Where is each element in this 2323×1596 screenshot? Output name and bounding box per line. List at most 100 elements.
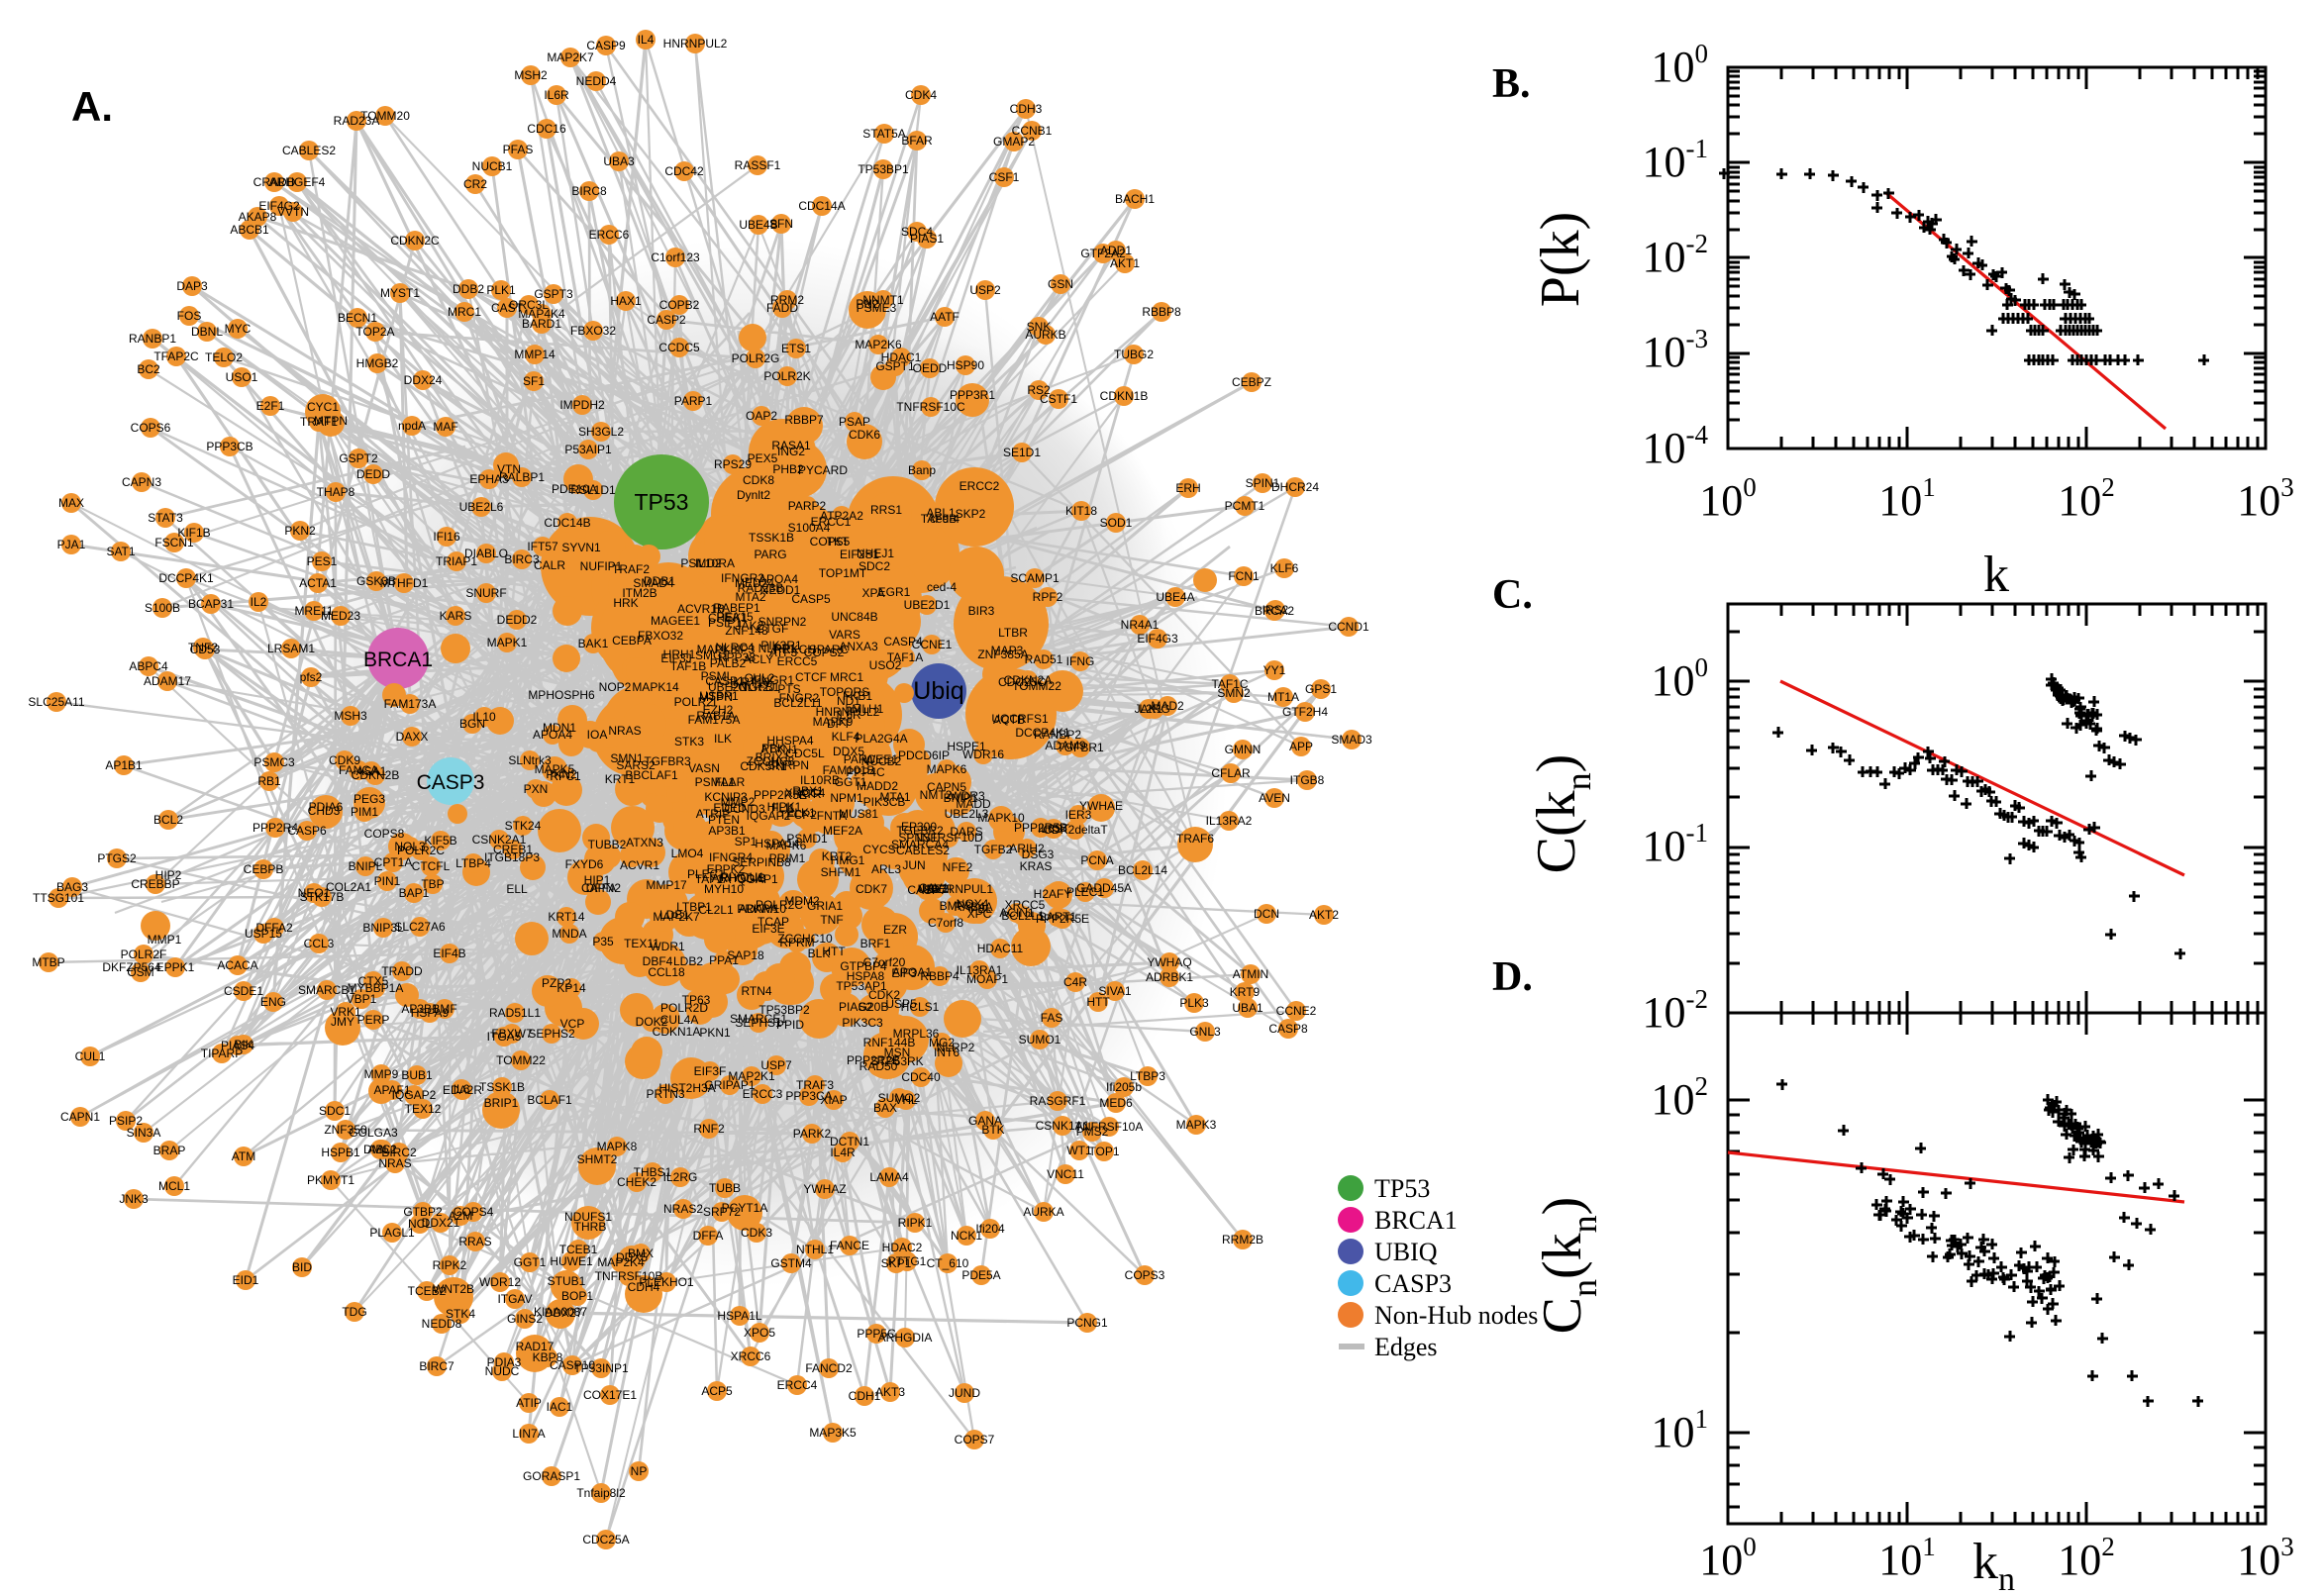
svg-text:BIRC2: BIRC2 (381, 1146, 417, 1159)
svg-text:HMGB2: HMGB2 (356, 356, 399, 370)
svg-text:KRT2: KRT2 (822, 849, 853, 863)
svg-text:EPPK2: EPPK2 (707, 862, 746, 876)
svg-text:NUDC: NUDC (485, 1364, 520, 1378)
svg-text:STAT3: STAT3 (148, 511, 183, 525)
svg-text:VVTN: VVTN (277, 205, 309, 219)
svg-text:NCK1: NCK1 (951, 1229, 982, 1243)
svg-text:DCN: DCN (1254, 907, 1279, 921)
svg-text:TGFBR3: TGFBR3 (644, 754, 691, 768)
svg-text:SE1D1: SE1D1 (1003, 446, 1041, 459)
svg-text:PPP2R5E: PPP2R5E (754, 788, 807, 802)
svg-text:EGR1: EGR1 (878, 585, 911, 599)
svg-text:HIP1: HIP1 (584, 873, 611, 887)
svg-text:DCTN1: DCTN1 (830, 1135, 869, 1148)
svg-text:NNMT1: NNMT1 (862, 293, 904, 307)
svg-text:FADD: FADD (766, 301, 798, 315)
svg-text:NUCB1: NUCB1 (472, 159, 513, 173)
svg-text:CASP10: CASP10 (550, 1358, 595, 1372)
svg-text:TFAP2C: TFAP2C (153, 349, 199, 363)
svg-text:DDX21: DDX21 (422, 1216, 460, 1230)
svg-text:PPP2R5E: PPP2R5E (1036, 912, 1089, 926)
svg-text:GRIPAP1: GRIPAP1 (704, 1078, 755, 1092)
svg-text:P35: P35 (592, 935, 614, 948)
svg-text:SAT1: SAT1 (106, 545, 135, 558)
svg-text:TCEB1: TCEB1 (559, 1243, 598, 1256)
svg-text:XRCC5: XRCC5 (1005, 898, 1046, 912)
svg-text:MMP17: MMP17 (646, 878, 687, 892)
svg-text:IL4: IL4 (638, 33, 655, 47)
svg-text:DBF4: DBF4 (643, 954, 673, 968)
svg-text:BACH1: BACH1 (1115, 192, 1155, 206)
svg-text:KLF4: KLF4 (832, 730, 860, 744)
svg-text:COPS5: COPS5 (810, 535, 851, 549)
svg-text:SDC1: SDC1 (319, 1104, 351, 1118)
svg-text:DEDD: DEDD (356, 467, 390, 481)
svg-text:CDC42: CDC42 (664, 164, 704, 178)
svg-text:PDE10A: PDE10A (552, 482, 597, 496)
svg-text:BRF1: BRF1 (860, 937, 891, 950)
svg-text:MAF: MAF (433, 420, 457, 434)
svg-text:UBE4A: UBE4A (1156, 590, 1194, 604)
svg-text:KRT10: KRT10 (733, 675, 769, 689)
svg-text:AP3B1: AP3B1 (401, 1002, 439, 1016)
svg-text:SKP2: SKP2 (956, 507, 986, 521)
svg-text:CL2L1: CL2L1 (698, 903, 734, 917)
svg-text:CCDC5: CCDC5 (658, 341, 700, 354)
svg-text:GNL3: GNL3 (1189, 1025, 1221, 1039)
svg-text:TNF2: TNF2 (188, 641, 218, 654)
svg-text:Ifi205b: Ifi205b (1106, 1080, 1142, 1094)
svg-text:KP14: KP14 (556, 981, 586, 995)
svg-text:MAP2K4: MAP2K4 (597, 1255, 645, 1269)
svg-text:MCL1: MCL1 (158, 1179, 190, 1193)
svg-text:FBXO32: FBXO32 (638, 629, 683, 643)
svg-text:PTS: PTS (777, 682, 800, 696)
svg-text:SKP1: SKP1 (881, 1256, 912, 1270)
svg-text:USO1: USO1 (226, 370, 258, 384)
svg-text:AKT3: AKT3 (875, 1385, 905, 1399)
svg-text:PDE5A: PDE5A (961, 1268, 1000, 1282)
svg-text:VRK1: VRK1 (330, 1005, 361, 1019)
svg-text:IQGAP2: IQGAP2 (392, 1088, 437, 1102)
svg-text:APOA1: APOA1 (892, 965, 932, 979)
svg-text:WNT2B: WNT2B (433, 1282, 474, 1296)
svg-text:NRAS2: NRAS2 (663, 1202, 703, 1216)
svg-text:IL10: IL10 (472, 710, 496, 724)
svg-text:CASP7: CASP7 (907, 883, 947, 897)
svg-text:MOAP1: MOAP1 (966, 972, 1008, 986)
svg-text:Ubiq: Ubiq (913, 677, 963, 705)
svg-text:SOD1: SOD1 (1100, 516, 1133, 530)
svg-text:KARS: KARS (440, 609, 472, 623)
svg-text:TAF1C: TAF1C (1211, 677, 1248, 691)
svg-text:ATM: ATM (232, 1149, 255, 1163)
svg-text:GRIA1: GRIA1 (807, 899, 843, 913)
svg-text:MYST1: MYST1 (380, 286, 420, 300)
svg-text:MTHFD1: MTHFD1 (380, 576, 429, 590)
svg-text:COPS4: COPS4 (454, 1205, 494, 1219)
svg-text:PLA2G4A: PLA2G4A (855, 732, 907, 746)
svg-text:JUN: JUN (902, 858, 925, 872)
svg-text:TRAF1: TRAF1 (300, 415, 338, 429)
svg-text:YWHAQ: YWHAQ (1147, 955, 1191, 969)
svg-text:AP3B1: AP3B1 (708, 824, 746, 838)
svg-text:ZNF385A: ZNF385A (977, 648, 1028, 661)
svg-text:IL13RA1: IL13RA1 (957, 963, 1003, 977)
svg-text:HCLS1: HCLS1 (901, 1000, 940, 1014)
svg-text:SH3GL2: SH3GL2 (578, 425, 624, 439)
svg-text:STAT5A: STAT5A (862, 127, 906, 141)
svg-text:RSL1D1: RSL1D1 (570, 483, 616, 497)
svg-text:PPP3CB: PPP3CB (206, 440, 252, 453)
svg-text:RAD51: RAD51 (1025, 652, 1063, 666)
svg-text:SRP72: SRP72 (703, 1205, 741, 1219)
svg-text:PSMC3: PSMC3 (253, 755, 295, 769)
svg-text:ARL3: ARL3 (871, 862, 901, 876)
svg-text:DDX5: DDX5 (833, 745, 864, 758)
svg-text:PEX5: PEX5 (748, 451, 778, 465)
svg-text:ADAM9: ADAM9 (1045, 739, 1086, 752)
svg-text:USBP1: USBP1 (699, 689, 739, 703)
svg-text:NP: NP (631, 1464, 648, 1478)
svg-text:KIF1B: KIF1B (177, 526, 210, 540)
svg-text:NDUFS1: NDUFS1 (564, 1210, 612, 1224)
svg-text:IFT57: IFT57 (527, 540, 558, 553)
svg-text:MRE11: MRE11 (294, 604, 333, 618)
svg-text:ARHGDIB: ARHGDIB (712, 871, 766, 885)
